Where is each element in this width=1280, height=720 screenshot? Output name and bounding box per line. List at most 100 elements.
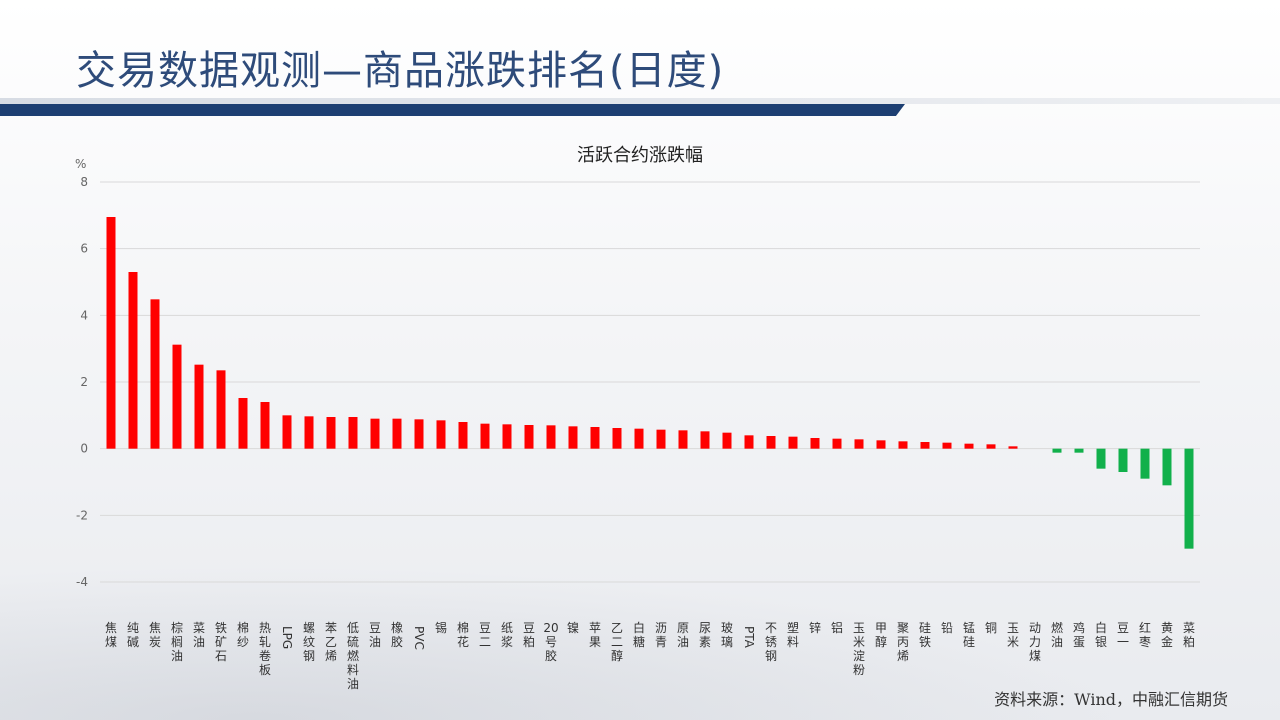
x-tick-label: 豆粕 bbox=[523, 621, 535, 649]
x-tick-label: 硅铁 bbox=[919, 621, 931, 649]
x-tick-label: 玻璃 bbox=[721, 621, 733, 649]
bar bbox=[546, 425, 556, 449]
bar bbox=[876, 440, 886, 449]
bar bbox=[920, 442, 930, 449]
x-tick-label: 尿素 bbox=[699, 621, 711, 649]
x-tick-label: 菜油 bbox=[193, 621, 205, 649]
bar bbox=[1008, 446, 1018, 449]
bar bbox=[1052, 448, 1062, 453]
x-tick-label: 燃油 bbox=[1051, 620, 1063, 649]
x-tick-label: 棉花 bbox=[457, 621, 469, 649]
bar bbox=[1162, 448, 1172, 486]
x-tick-label: 黄金 bbox=[1161, 621, 1173, 649]
x-tick-label: 甲醇 bbox=[875, 621, 887, 649]
x-tick-label: 低硫燃料油 bbox=[347, 621, 359, 691]
y-tick-label: 8 bbox=[80, 175, 88, 189]
bar bbox=[1096, 448, 1106, 469]
x-tick-label: 锡 bbox=[435, 620, 447, 635]
x-tick-label: 纯碱 bbox=[127, 621, 139, 649]
x-tick-label: LPG bbox=[280, 626, 294, 649]
bar bbox=[524, 425, 534, 449]
bar bbox=[700, 431, 710, 449]
bar bbox=[568, 426, 578, 449]
x-tick-label: 锰硅 bbox=[963, 620, 975, 649]
x-tick-label: 焦炭 bbox=[149, 621, 161, 649]
x-tick-label: 鸡蛋 bbox=[1073, 620, 1085, 649]
y-tick-label: 4 bbox=[80, 308, 88, 322]
x-tick-label: 热轧卷板 bbox=[259, 621, 271, 677]
x-tick-label: 沥青 bbox=[655, 621, 667, 649]
page-title: 交易数据观测—商品涨跌排名(日度) bbox=[76, 48, 725, 94]
bar bbox=[238, 398, 248, 449]
bar bbox=[656, 429, 666, 449]
x-tick-label: 红枣 bbox=[1139, 620, 1151, 649]
bar bbox=[260, 402, 270, 449]
bar bbox=[1140, 448, 1150, 479]
source-note: 资料来源：Wind，中融汇信期货 bbox=[994, 690, 1228, 709]
y-tick-label: -4 bbox=[76, 575, 88, 589]
bar bbox=[1184, 448, 1194, 549]
x-tick-label: 铅 bbox=[941, 621, 953, 635]
x-tick-label: 动力煤 bbox=[1029, 621, 1041, 663]
x-tick-label: 铁矿石 bbox=[215, 621, 227, 663]
bar bbox=[304, 416, 314, 449]
bar bbox=[634, 428, 644, 449]
bar bbox=[128, 272, 138, 449]
bar bbox=[326, 417, 336, 449]
bar bbox=[216, 370, 226, 449]
x-tick-label: 白银 bbox=[1095, 620, 1107, 649]
x-tick-label: 不锈钢 bbox=[765, 621, 777, 663]
bar bbox=[370, 418, 380, 449]
title-rule bbox=[0, 104, 905, 116]
x-tick-label: 豆油 bbox=[369, 621, 381, 649]
bar bbox=[788, 436, 798, 449]
chart-title: 活跃合约涨跌幅 bbox=[577, 145, 703, 166]
y-tick-label: -2 bbox=[76, 508, 88, 522]
bar bbox=[436, 420, 446, 449]
bar bbox=[964, 443, 974, 449]
bar bbox=[172, 344, 182, 449]
bar bbox=[502, 424, 512, 449]
bar bbox=[348, 417, 358, 449]
x-tick-label: 豆二 bbox=[479, 621, 491, 649]
bar bbox=[150, 299, 160, 449]
x-tick-label: 塑料 bbox=[787, 620, 799, 649]
bar bbox=[942, 442, 952, 449]
bar bbox=[832, 438, 842, 449]
bar bbox=[1118, 448, 1128, 472]
bar bbox=[282, 415, 292, 449]
bar bbox=[678, 430, 688, 449]
x-tick-label: 螺纹钢 bbox=[303, 621, 315, 663]
bar bbox=[458, 422, 468, 449]
title-rule-light bbox=[0, 98, 1280, 104]
y-tick-label: 0 bbox=[80, 442, 88, 456]
x-tick-label: 乙二醇 bbox=[611, 621, 623, 663]
x-tick-label: 焦煤 bbox=[105, 621, 117, 649]
x-tick-label: 白糖 bbox=[633, 620, 645, 649]
bar bbox=[986, 444, 996, 449]
y-axis-unit: % bbox=[75, 157, 87, 171]
x-tick-label: 镍 bbox=[567, 621, 579, 635]
x-tick-label: 玉米 bbox=[1007, 621, 1019, 649]
x-tick-label: 20 号胶 bbox=[543, 621, 558, 663]
bar bbox=[414, 419, 424, 449]
x-tick-label: 聚丙烯 bbox=[897, 621, 909, 663]
x-tick-label: 玉米淀粉 bbox=[853, 621, 865, 677]
bar bbox=[480, 423, 490, 449]
x-tick-label: 棉纱 bbox=[237, 621, 249, 649]
x-tick-label: 菜粕 bbox=[1183, 621, 1195, 649]
bar bbox=[744, 435, 754, 449]
y-tick-label: 6 bbox=[80, 242, 88, 256]
bar bbox=[392, 418, 402, 449]
bar bbox=[590, 427, 600, 449]
bar bbox=[106, 217, 116, 449]
bar bbox=[810, 438, 820, 449]
bar bbox=[854, 439, 864, 449]
bar bbox=[1074, 448, 1084, 453]
x-tick-label: 豆一 bbox=[1117, 621, 1129, 649]
x-tick-label: 棕榈油 bbox=[171, 620, 183, 663]
bar bbox=[194, 364, 204, 449]
x-tick-label: 铝 bbox=[831, 620, 843, 635]
y-tick-label: 2 bbox=[80, 375, 88, 389]
